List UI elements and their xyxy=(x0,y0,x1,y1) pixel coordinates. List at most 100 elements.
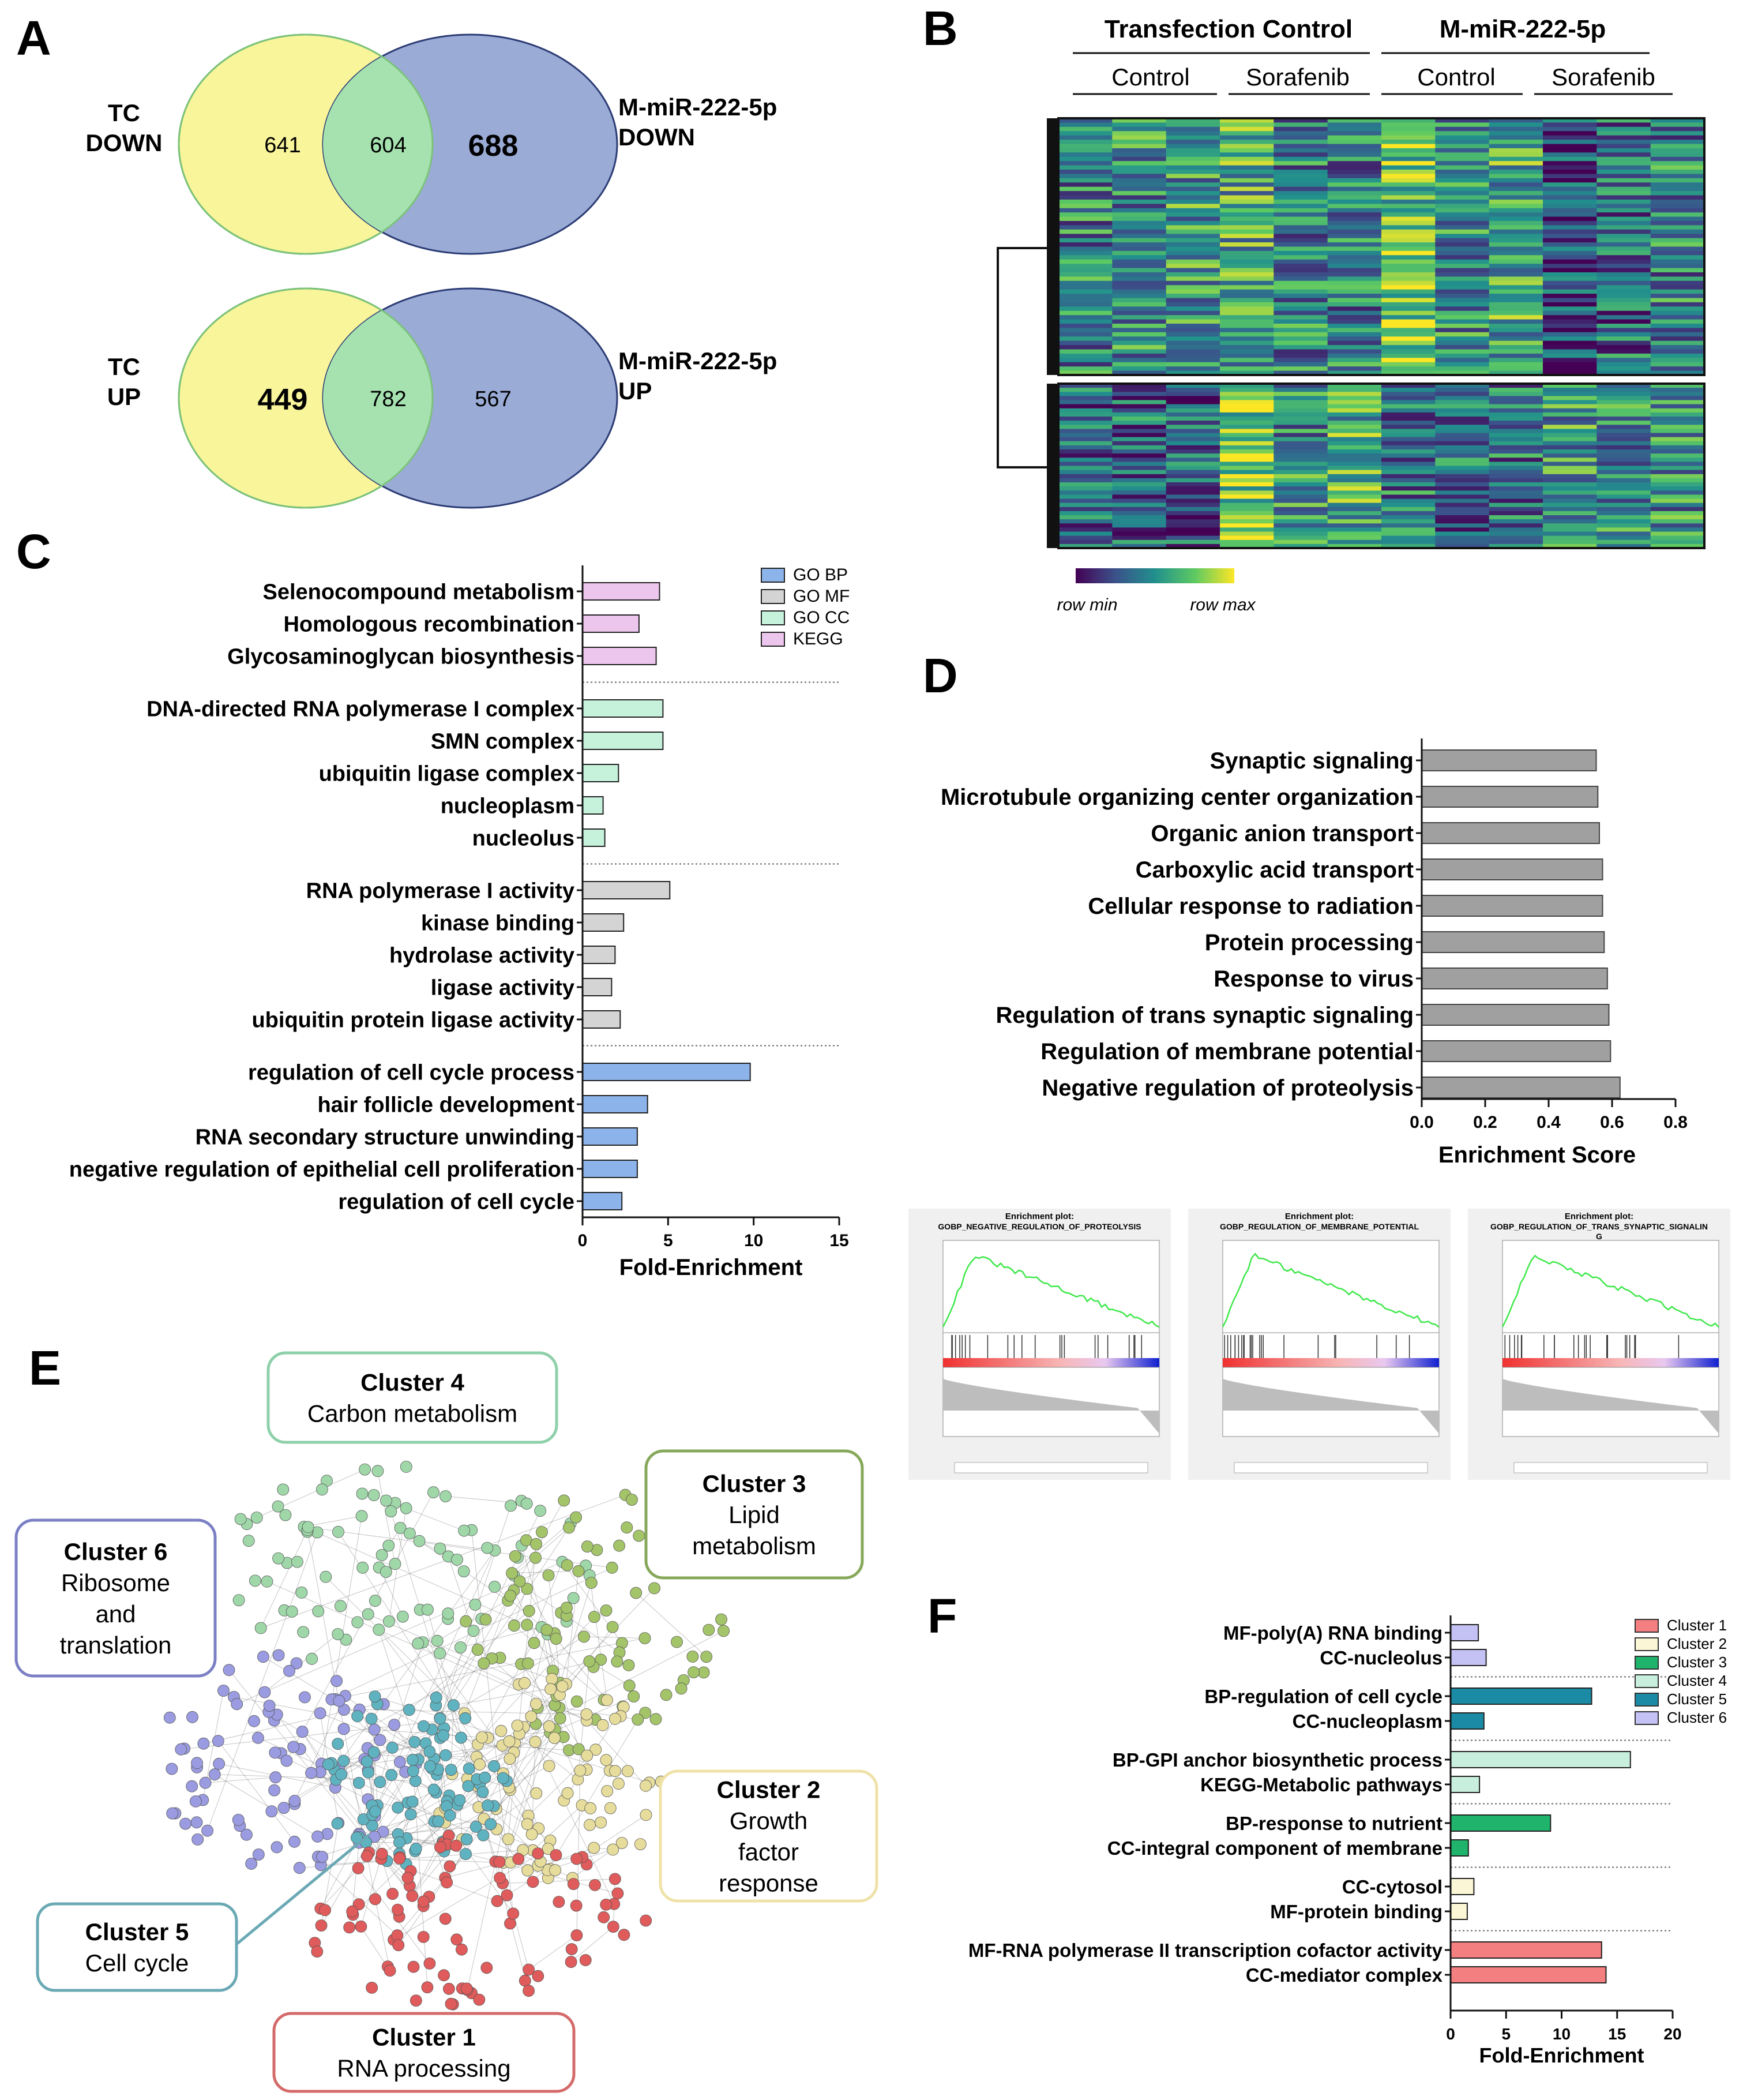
heatmap-cell xyxy=(1435,302,1490,307)
heatmap-cell xyxy=(1220,482,1274,487)
heatmap-cell xyxy=(1058,519,1113,524)
heatmap-cell xyxy=(1166,285,1220,290)
panel-letter-b: B xyxy=(923,1,958,55)
heatmap-cell xyxy=(1112,234,1167,239)
heatmap-cell xyxy=(1327,535,1382,541)
network-edge xyxy=(299,1861,387,1869)
heatmap-cell xyxy=(1435,384,1490,388)
network-node xyxy=(450,1933,463,1946)
heatmap-cell xyxy=(1435,182,1490,187)
heatmap-cell xyxy=(1597,404,1651,409)
heatmap-cell xyxy=(1166,511,1220,516)
heatmap-cell xyxy=(1220,144,1274,149)
heatmap-cell xyxy=(1650,425,1705,429)
heatmap-cell xyxy=(1112,306,1167,312)
heatmap-cell xyxy=(1650,272,1705,277)
network-edge xyxy=(467,1629,547,1990)
heatmap-cell xyxy=(1166,437,1220,442)
heatmap-cell xyxy=(1650,212,1705,217)
network-node xyxy=(389,1558,401,1570)
heatmap-cell xyxy=(1327,302,1382,307)
network-node xyxy=(570,1929,583,1941)
heatmap-cell xyxy=(1274,527,1328,532)
heatmap-cell xyxy=(1489,486,1543,491)
heatmap-cell xyxy=(1112,392,1167,396)
network-node xyxy=(434,1647,446,1660)
heatmap-cell xyxy=(1597,212,1651,217)
heatmap-cell xyxy=(1435,519,1490,524)
network-node xyxy=(272,1500,284,1513)
heatmap-cell xyxy=(1166,289,1220,294)
heatmap-cell xyxy=(1274,457,1328,462)
heatmap-cell xyxy=(1220,268,1274,273)
heatmap-cell xyxy=(1435,400,1490,405)
heatmap-cell xyxy=(1274,208,1328,213)
heatmap-cell xyxy=(1381,229,1436,234)
network-edge xyxy=(320,1516,362,1772)
network-node xyxy=(351,1710,364,1723)
heatmap-cell xyxy=(1220,408,1274,413)
heatmap-cell xyxy=(1381,408,1436,413)
heatmap-cell xyxy=(1058,462,1113,467)
network-edge xyxy=(303,1527,548,1635)
heatmap-cell xyxy=(1058,470,1113,475)
network-node xyxy=(508,1619,520,1632)
heatmap-cell xyxy=(1489,515,1543,520)
heatmap-cell xyxy=(1435,122,1490,127)
heatmap-cell xyxy=(1112,349,1167,354)
heatmap-cell xyxy=(1327,191,1382,196)
heatmap-cell xyxy=(1543,294,1597,299)
network-node xyxy=(330,1675,343,1687)
heatmap-cell xyxy=(1543,349,1597,354)
heatmap-cell xyxy=(1435,289,1490,294)
network-node xyxy=(550,1849,562,1861)
heatmap-cell xyxy=(1274,191,1328,196)
network-node xyxy=(563,1521,575,1534)
heatmap-cell xyxy=(1435,539,1490,545)
heatmap-cell xyxy=(1274,539,1328,545)
network-node xyxy=(392,1939,405,1952)
heatmap-cell xyxy=(1435,315,1490,320)
network-node xyxy=(332,1525,344,1538)
heatmap-cell xyxy=(1543,255,1597,260)
heatmap-cell xyxy=(1489,502,1543,508)
network-edge xyxy=(268,1711,369,1773)
heatmap-cell xyxy=(1435,212,1490,217)
heatmap-cell xyxy=(1597,191,1651,196)
heatmap-cell xyxy=(1381,445,1436,450)
heatmap-cell xyxy=(1220,238,1274,243)
network-node xyxy=(588,1611,600,1623)
network-node xyxy=(369,1690,381,1703)
network-node xyxy=(217,1685,230,1697)
heatmap-cell xyxy=(1597,170,1651,174)
network-edge xyxy=(519,1733,579,1780)
heatmap-cell xyxy=(1058,152,1113,158)
cluster-title: Cluster 3 xyxy=(703,1470,806,1497)
heatmap-cell xyxy=(1489,498,1543,504)
heatmap-cell xyxy=(1435,494,1490,500)
network-node xyxy=(388,1719,400,1731)
heatmap-cell xyxy=(1327,429,1382,434)
bar xyxy=(1450,1839,1469,1857)
heatmap-cell xyxy=(1274,535,1328,541)
heatmap-cell xyxy=(1650,294,1705,299)
network-edge xyxy=(339,1610,529,1768)
heatmap-cell xyxy=(1274,412,1328,417)
network-node xyxy=(232,1594,245,1607)
heatmap-cell xyxy=(1381,126,1436,132)
cluster-title: Cluster 4 xyxy=(360,1369,464,1396)
heatmap-cell xyxy=(1166,174,1220,179)
heatmap-cell xyxy=(1112,539,1167,545)
heatmap-cell xyxy=(1543,204,1597,209)
network-edge xyxy=(521,1562,563,1664)
heatmap-cell xyxy=(1274,449,1328,454)
heatmap-cell xyxy=(1058,384,1113,388)
heatmap-cell xyxy=(1112,221,1167,226)
heatmap-cell xyxy=(1327,362,1382,367)
legend-swatch xyxy=(761,610,785,625)
heatmap-cell xyxy=(1166,396,1220,401)
heatmap-cell xyxy=(1435,453,1490,458)
category-label: hair follicle development xyxy=(317,1093,574,1118)
heatmap-cell xyxy=(1274,238,1328,243)
network-node xyxy=(394,1521,407,1534)
